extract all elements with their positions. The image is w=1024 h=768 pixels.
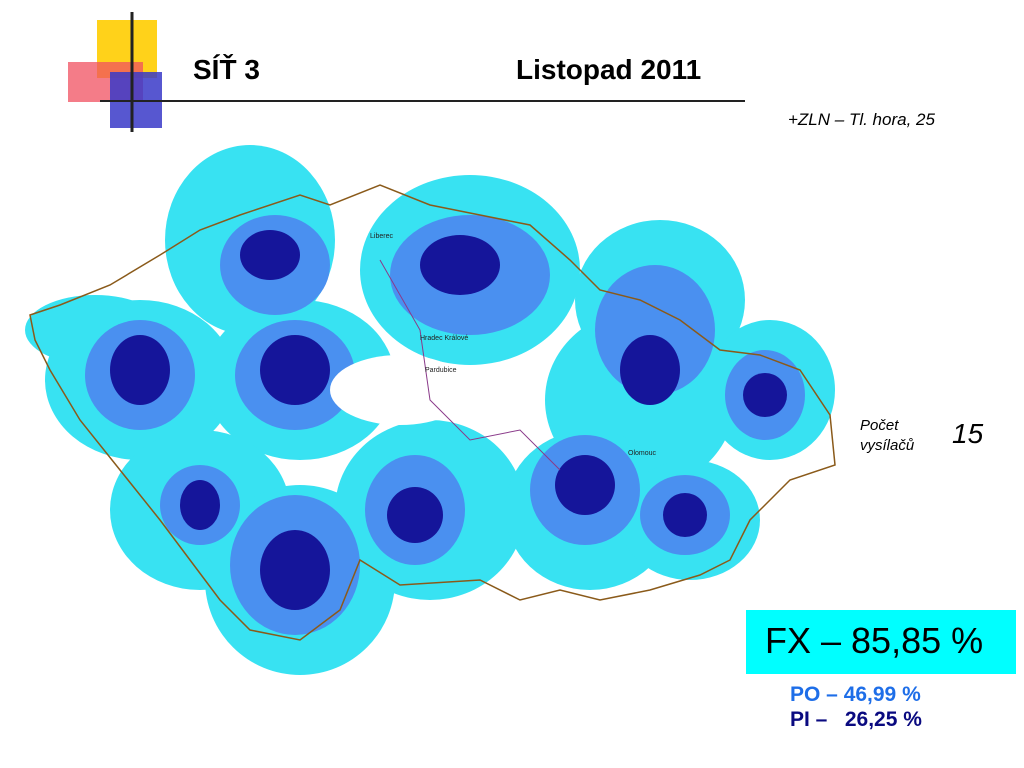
- pi: PI – 26,25 %: [790, 708, 922, 731]
- fx: FX – 85,85 %: [765, 620, 984, 661]
- coverage-map: [25, 145, 836, 675]
- city-label: Liberec: [370, 233, 393, 240]
- city-label: Olomouc: [628, 450, 657, 457]
- city-label: Pardubice: [425, 367, 457, 374]
- count-label: Počet vysílačů: [860, 417, 915, 454]
- po: PO – 46,99 %: [790, 683, 921, 706]
- city-label: Hradec Králové: [420, 335, 468, 342]
- title: SÍŤ 3: [193, 54, 260, 85]
- date: Listopad 2011: [516, 54, 702, 85]
- site: +ZLN – Tl. hora, 25: [788, 110, 935, 129]
- count: 15: [952, 418, 984, 449]
- fx-box: [746, 610, 1016, 674]
